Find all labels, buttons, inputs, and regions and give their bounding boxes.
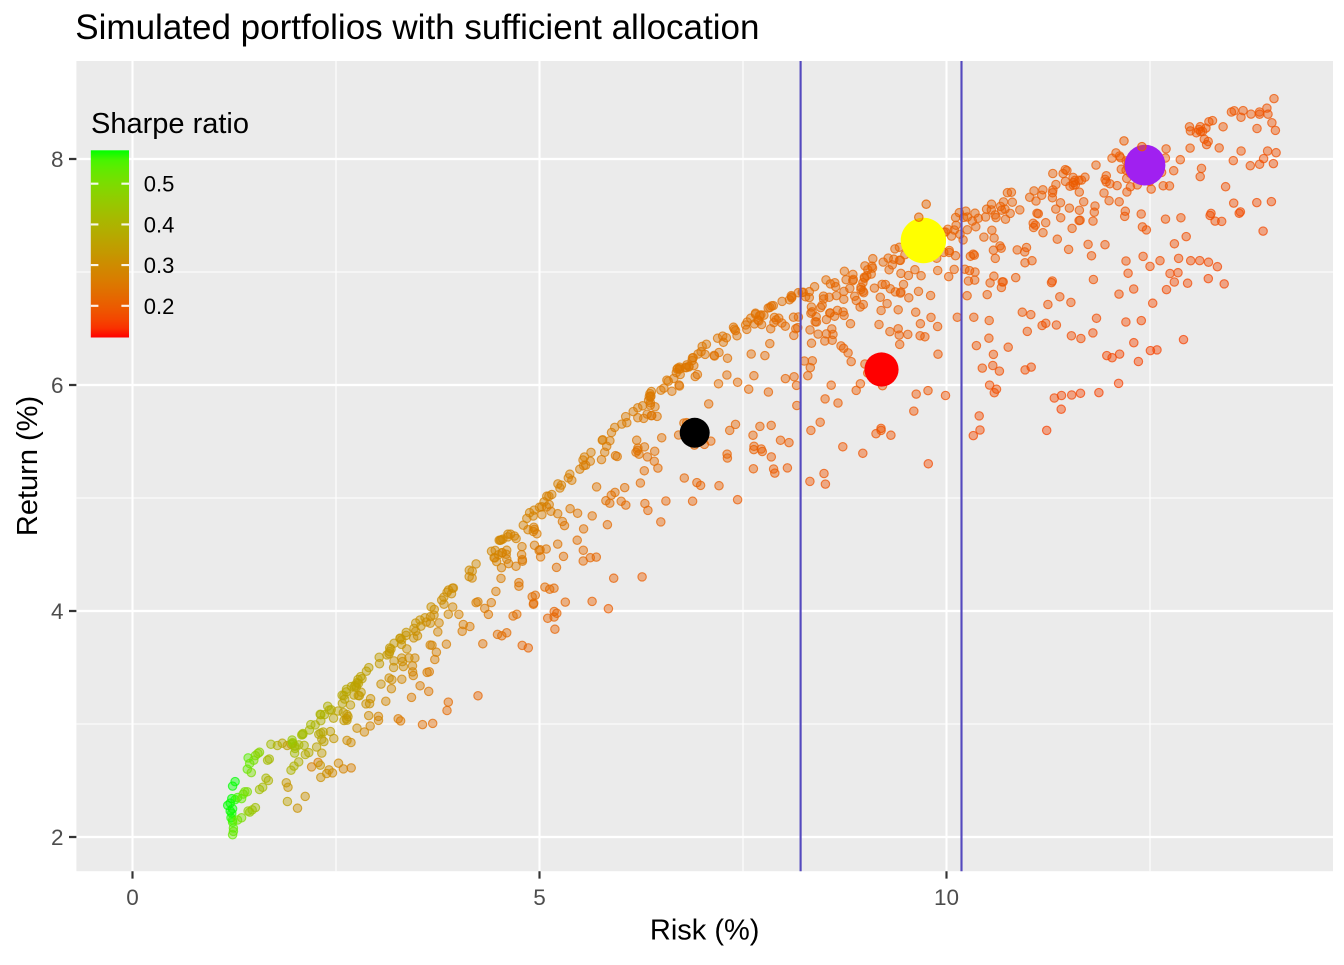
svg-text:0.5: 0.5 xyxy=(144,172,175,197)
svg-text:0.3: 0.3 xyxy=(144,253,175,278)
svg-text:Sharpe ratio: Sharpe ratio xyxy=(91,108,249,140)
svg-text:10: 10 xyxy=(934,885,959,910)
svg-text:Simulated portfolios with suff: Simulated portfolios with sufficient all… xyxy=(75,8,759,47)
svg-text:0: 0 xyxy=(126,885,139,910)
svg-text:Risk (%): Risk (%) xyxy=(650,915,760,947)
svg-text:4: 4 xyxy=(51,599,64,624)
svg-text:0.2: 0.2 xyxy=(144,294,175,319)
svg-text:Return (%): Return (%) xyxy=(12,396,44,536)
svg-text:0.4: 0.4 xyxy=(144,212,175,237)
svg-text:8: 8 xyxy=(51,147,64,172)
svg-text:2: 2 xyxy=(51,825,64,850)
svg-text:5: 5 xyxy=(533,885,546,910)
svg-text:6: 6 xyxy=(51,373,64,398)
